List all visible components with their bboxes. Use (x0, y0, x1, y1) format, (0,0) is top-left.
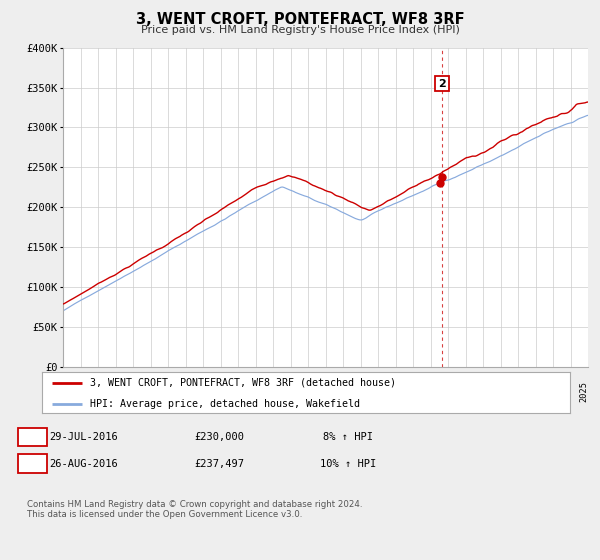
Text: 2013: 2013 (369, 381, 378, 402)
Text: 2018: 2018 (457, 381, 466, 402)
Text: 2002: 2002 (176, 381, 185, 402)
Text: 2001: 2001 (159, 381, 168, 402)
Text: Contains HM Land Registry data © Crown copyright and database right 2024.
This d: Contains HM Land Registry data © Crown c… (27, 500, 362, 519)
Text: 2015: 2015 (404, 381, 413, 402)
Text: 2007: 2007 (264, 381, 273, 402)
Text: 2003: 2003 (194, 381, 203, 402)
Text: 2000: 2000 (142, 381, 151, 402)
Text: 10% ↑ HPI: 10% ↑ HPI (320, 459, 376, 469)
Text: 1995: 1995 (54, 381, 63, 402)
Text: 2025: 2025 (579, 381, 588, 402)
Text: 26-AUG-2016: 26-AUG-2016 (50, 459, 118, 469)
Text: 1999: 1999 (124, 381, 133, 402)
Text: 2: 2 (438, 78, 446, 88)
Text: 1998: 1998 (107, 381, 115, 402)
Text: 2011: 2011 (334, 381, 343, 402)
Text: £237,497: £237,497 (194, 459, 244, 469)
Text: 2024: 2024 (562, 381, 571, 402)
Text: 2021: 2021 (509, 381, 518, 402)
Text: 2010: 2010 (317, 381, 325, 402)
Text: £230,000: £230,000 (194, 432, 244, 442)
Text: 2020: 2020 (491, 381, 500, 402)
Text: 2022: 2022 (527, 381, 536, 402)
Text: 2009: 2009 (299, 381, 308, 402)
Text: 2016: 2016 (421, 381, 431, 402)
Text: Price paid vs. HM Land Registry's House Price Index (HPI): Price paid vs. HM Land Registry's House … (140, 25, 460, 35)
Text: 1: 1 (29, 432, 35, 442)
Text: 2008: 2008 (281, 381, 290, 402)
Text: 2014: 2014 (386, 381, 395, 402)
Text: 2012: 2012 (352, 381, 361, 402)
Text: 2019: 2019 (474, 381, 483, 402)
Text: 29-JUL-2016: 29-JUL-2016 (50, 432, 118, 442)
Text: 8% ↑ HPI: 8% ↑ HPI (323, 432, 373, 442)
Text: 3, WENT CROFT, PONTEFRACT, WF8 3RF: 3, WENT CROFT, PONTEFRACT, WF8 3RF (136, 12, 464, 27)
Text: HPI: Average price, detached house, Wakefield: HPI: Average price, detached house, Wake… (89, 399, 359, 409)
Text: 2: 2 (29, 459, 35, 469)
Text: 1996: 1996 (71, 381, 80, 402)
Text: 2006: 2006 (247, 381, 256, 402)
Text: 2023: 2023 (544, 381, 553, 402)
Text: 3, WENT CROFT, PONTEFRACT, WF8 3RF (detached house): 3, WENT CROFT, PONTEFRACT, WF8 3RF (deta… (89, 378, 395, 388)
Text: 2004: 2004 (212, 381, 221, 402)
Text: 1997: 1997 (89, 381, 98, 402)
Text: 2005: 2005 (229, 381, 238, 402)
Text: 2017: 2017 (439, 381, 448, 402)
